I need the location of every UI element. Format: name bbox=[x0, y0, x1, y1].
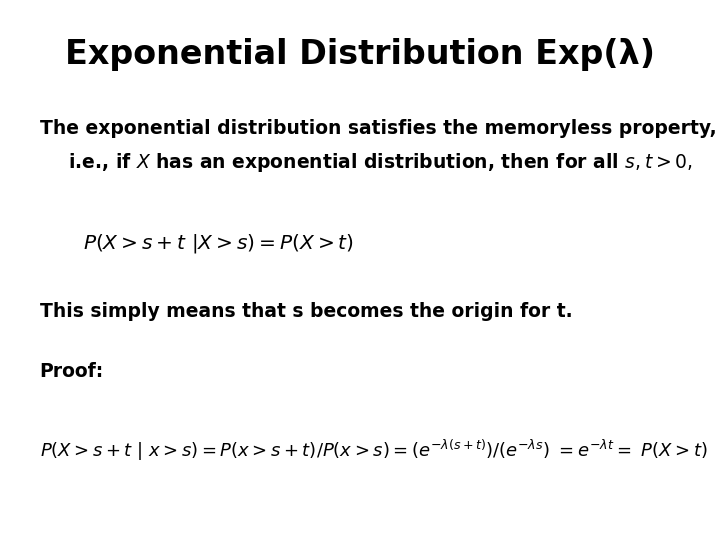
Text: $P(X > s+t\ |\ x > s) = P(x > s+t)/P(x{>}s) = (e^{-\lambda(s+t)})/(e^{-\lambda s: $P(X > s+t\ |\ x > s) = P(x > s+t)/P(x{>… bbox=[40, 437, 707, 463]
Text: The exponential distribution satisfies the memoryless property,: The exponential distribution satisfies t… bbox=[40, 119, 716, 138]
Text: i.e., if $X$ has an exponential distribution, then for all $s, t > 0,$: i.e., if $X$ has an exponential distribu… bbox=[68, 151, 693, 174]
Text: Exponential Distribution Exp(λ): Exponential Distribution Exp(λ) bbox=[65, 38, 655, 71]
Text: Proof:: Proof: bbox=[40, 362, 104, 381]
Text: $\mathit{P(X > s + t\ |X > s) = P(X > t)}$: $\mathit{P(X > s + t\ |X > s) = P(X > t)… bbox=[83, 232, 354, 255]
Text: This simply means that s becomes the origin for t.: This simply means that s becomes the ori… bbox=[40, 302, 572, 321]
